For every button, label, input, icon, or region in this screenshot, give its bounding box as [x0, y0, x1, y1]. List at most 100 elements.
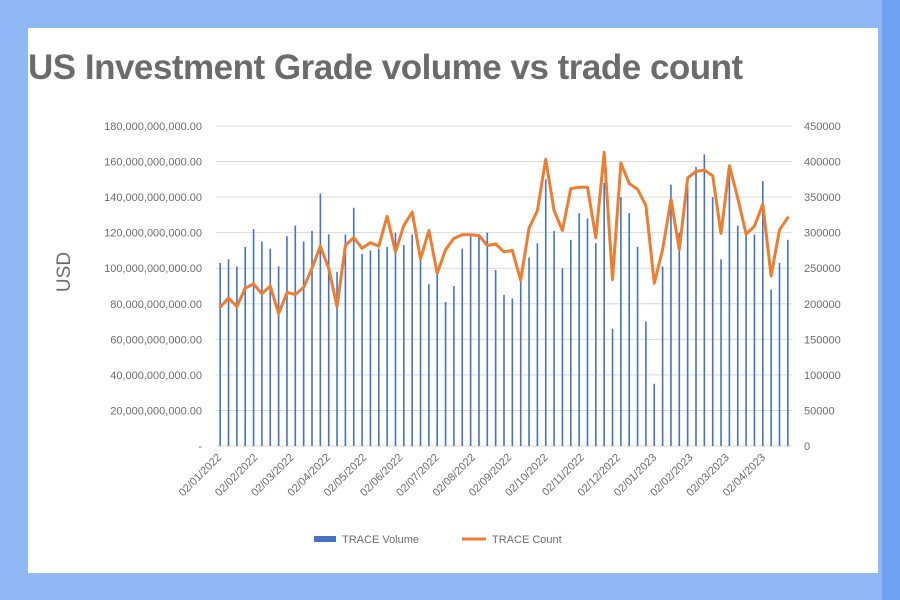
volume-bar	[745, 230, 747, 446]
volume-bar	[294, 225, 297, 446]
volume-bar	[444, 302, 447, 446]
legend-swatch-volume	[314, 536, 336, 542]
right-tick-label: 50000	[804, 405, 835, 417]
volume-bar	[645, 321, 647, 446]
left-tick-label: 40,000,000,000.00	[110, 370, 202, 382]
volume-bar	[394, 232, 397, 446]
volume-bar	[428, 284, 430, 446]
volume-bar	[678, 232, 681, 446]
volume-bar	[670, 184, 672, 446]
background-strip	[882, 0, 900, 600]
volume-bar	[595, 243, 597, 446]
volume-bar	[269, 248, 272, 446]
volume-bar	[519, 280, 522, 446]
volume-bar	[511, 298, 514, 446]
volume-bar	[503, 294, 505, 446]
volume-bar	[453, 286, 455, 446]
volume-bar	[653, 383, 656, 446]
right-tick-label: 450000	[804, 121, 841, 133]
right-tick-label: 150000	[804, 334, 841, 346]
volume-bar	[411, 234, 413, 446]
volume-bar	[578, 213, 580, 446]
left-tick-label: 160,000,000,000.00	[104, 157, 202, 169]
volume-bar	[728, 174, 731, 446]
right-axis-ticks: 0 50000 100000 150000 200000 250000 300000 3500…	[804, 121, 841, 453]
volume-bar	[544, 179, 547, 447]
right-tick-label: 400000	[804, 157, 841, 169]
volume-bar	[787, 239, 789, 446]
volume-bar	[344, 234, 347, 446]
volume-bar	[311, 230, 313, 446]
volume-bar	[761, 181, 764, 446]
volume-bar	[419, 252, 422, 446]
volume-bar	[611, 328, 614, 446]
left-tick-label: 120,000,000,000.00	[104, 228, 202, 240]
volume-bar	[486, 232, 489, 446]
volume-bar	[528, 257, 530, 446]
volume-bar	[586, 218, 589, 446]
right-tick-label: 350000	[804, 192, 841, 204]
volume-bar	[327, 234, 330, 446]
left-axis-ticks: - 20,000,000,000.00 40,000,000,000.00 60,00…	[104, 121, 202, 453]
x-axis-ticks: 02/01/202202/02/202202/03/202202/04/2022…	[177, 452, 768, 499]
left-tick-label: 20,000,000,000.00	[110, 405, 202, 417]
volume-bar	[336, 271, 338, 446]
right-tick-label: 250000	[804, 263, 841, 275]
volume-bar	[461, 248, 464, 446]
volume-bar	[711, 197, 714, 446]
right-tick-label: 300000	[804, 228, 841, 240]
volume-bar	[352, 207, 355, 446]
chart-title: US Investment Grade volume vs trade coun…	[28, 48, 743, 87]
volume-bar	[686, 186, 689, 446]
volume-bar	[753, 234, 756, 446]
volume-bar	[436, 270, 439, 446]
volume-bar	[219, 262, 221, 446]
volume-bar	[703, 154, 706, 446]
volume-bar	[536, 243, 539, 446]
volume-bar	[603, 182, 605, 446]
volume-bar	[636, 246, 639, 446]
volume-bar	[695, 166, 697, 446]
volume-bar	[361, 254, 363, 446]
volume-bars	[219, 154, 789, 447]
left-tick-label: 100,000,000,000.00	[104, 263, 202, 275]
volume-bar	[261, 241, 263, 446]
volume-bar	[494, 270, 497, 446]
volume-bar	[561, 268, 564, 446]
chart-card	[28, 28, 878, 573]
volume-bar	[620, 197, 622, 446]
left-tick-label: 80,000,000,000.00	[110, 299, 202, 311]
right-tick-label: 100000	[804, 370, 841, 382]
legend-label-count: TRACE Count	[492, 534, 562, 546]
volume-bar	[720, 259, 722, 446]
volume-bar	[277, 266, 280, 446]
volume-bar	[386, 246, 388, 446]
volume-bar	[236, 266, 238, 446]
left-tick-label: 180,000,000,000.00	[104, 121, 202, 133]
volume-bar	[736, 225, 739, 446]
count-line	[218, 150, 790, 316]
left-tick-label: -	[198, 441, 202, 453]
volume-bar	[319, 193, 322, 446]
legend-label-volume: TRACE Volume	[342, 534, 419, 546]
volume-bar	[553, 230, 555, 446]
volume-bar	[569, 239, 572, 446]
volume-bar	[403, 245, 405, 446]
volume-bar	[369, 250, 372, 446]
volume-bar	[302, 241, 305, 446]
volume-bar	[770, 289, 772, 446]
right-tick-label: 0	[804, 441, 810, 453]
volume-bar	[469, 236, 472, 446]
y-axis-label: USD	[54, 252, 75, 292]
volume-bar	[478, 234, 480, 446]
right-tick-label: 200000	[804, 299, 841, 311]
volume-bar	[377, 248, 380, 446]
count-series-line	[218, 150, 790, 316]
left-tick-label: 60,000,000,000.00	[110, 334, 202, 346]
legend: TRACE Volume TRACE Count	[314, 534, 562, 546]
volume-bar	[778, 262, 781, 446]
volume-bar	[244, 246, 247, 446]
volume-bar	[628, 213, 631, 446]
left-tick-label: 140,000,000,000.00	[104, 192, 202, 204]
